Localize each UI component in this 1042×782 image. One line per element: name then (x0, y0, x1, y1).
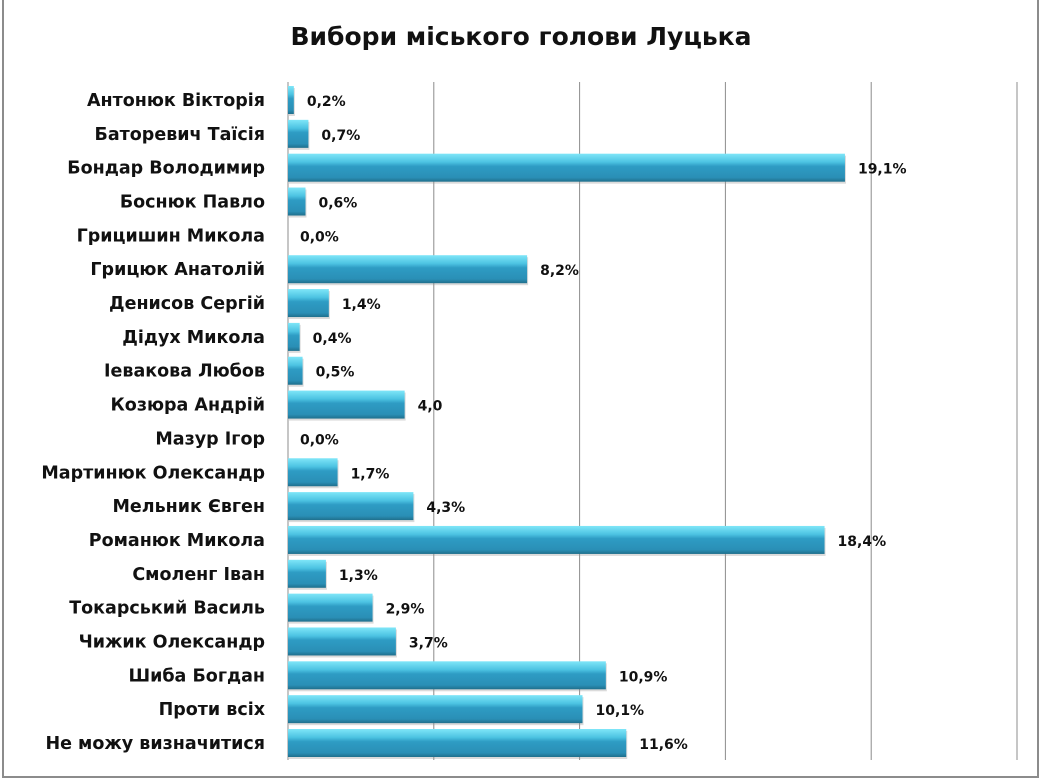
category-label: Шиба Богдан (128, 666, 265, 686)
bar (288, 559, 326, 588)
data-label: 3,7% (409, 635, 448, 651)
bar (288, 356, 303, 385)
bar (288, 458, 338, 487)
category-label: Токарський Василь (69, 599, 265, 619)
data-label: 0,4% (313, 331, 352, 347)
bar (288, 187, 306, 216)
data-label: 0,0% (300, 432, 339, 448)
bar (288, 86, 294, 114)
bar (288, 153, 845, 182)
bar (288, 289, 329, 318)
data-label: 0,6% (318, 196, 357, 212)
bar (288, 525, 825, 554)
category-label: Іевакова Любов (104, 362, 265, 382)
category-label: Грицюк Анатолій (90, 260, 265, 280)
category-label: Романюк Микола (89, 531, 265, 551)
bar (288, 255, 528, 284)
data-label: 0,0% (300, 229, 339, 245)
bar (288, 119, 309, 148)
category-label: Боснюк Павло (120, 193, 265, 213)
bar (288, 390, 405, 419)
category-label: Мельник Євген (112, 497, 265, 517)
bar (288, 492, 414, 521)
data-label: 0,5% (316, 365, 355, 381)
category-label: Антонюк Вікторія (87, 91, 265, 111)
data-label: 2,9% (386, 602, 425, 618)
data-label: 0,7% (321, 128, 360, 144)
category-label: Козюра Андрій (111, 396, 266, 416)
data-label: 1,4% (342, 297, 381, 313)
data-label: 4,3% (426, 500, 465, 516)
data-label: 18,4% (838, 534, 887, 550)
bar (288, 661, 606, 690)
bar (288, 695, 583, 724)
bar (288, 593, 373, 622)
data-label: 1,3% (339, 568, 378, 584)
data-label: 1,7% (351, 466, 390, 482)
category-label: Грицишин Микола (77, 226, 265, 246)
category-label: Мазур Ігор (155, 429, 265, 449)
bar (288, 627, 396, 656)
category-label: Дідух Микола (122, 328, 265, 348)
category-label: Чижик Олександр (79, 632, 265, 652)
category-label: Проти всіх (159, 700, 266, 720)
data-label: 8,2% (540, 263, 579, 279)
bar (288, 729, 627, 757)
bar (288, 322, 300, 351)
data-label: 0,2% (307, 94, 346, 110)
category-label: Не можу визначитися (45, 734, 265, 754)
data-label: 19,1% (858, 162, 907, 178)
data-label: 4,0 (418, 399, 443, 415)
category-label: Смоленг Іван (132, 565, 265, 585)
chart-title: Вибори міського голови Луцька (290, 22, 752, 51)
category-label: Баторевич Таїсія (94, 125, 265, 145)
category-label: Бондар Володимир (67, 159, 265, 179)
data-label: 10,1% (596, 703, 645, 719)
data-label: 10,9% (619, 669, 668, 685)
category-label: Денисов Сергій (109, 294, 265, 314)
data-label: 11,6% (639, 737, 688, 753)
category-label: Мартинюк Олександр (41, 463, 265, 483)
